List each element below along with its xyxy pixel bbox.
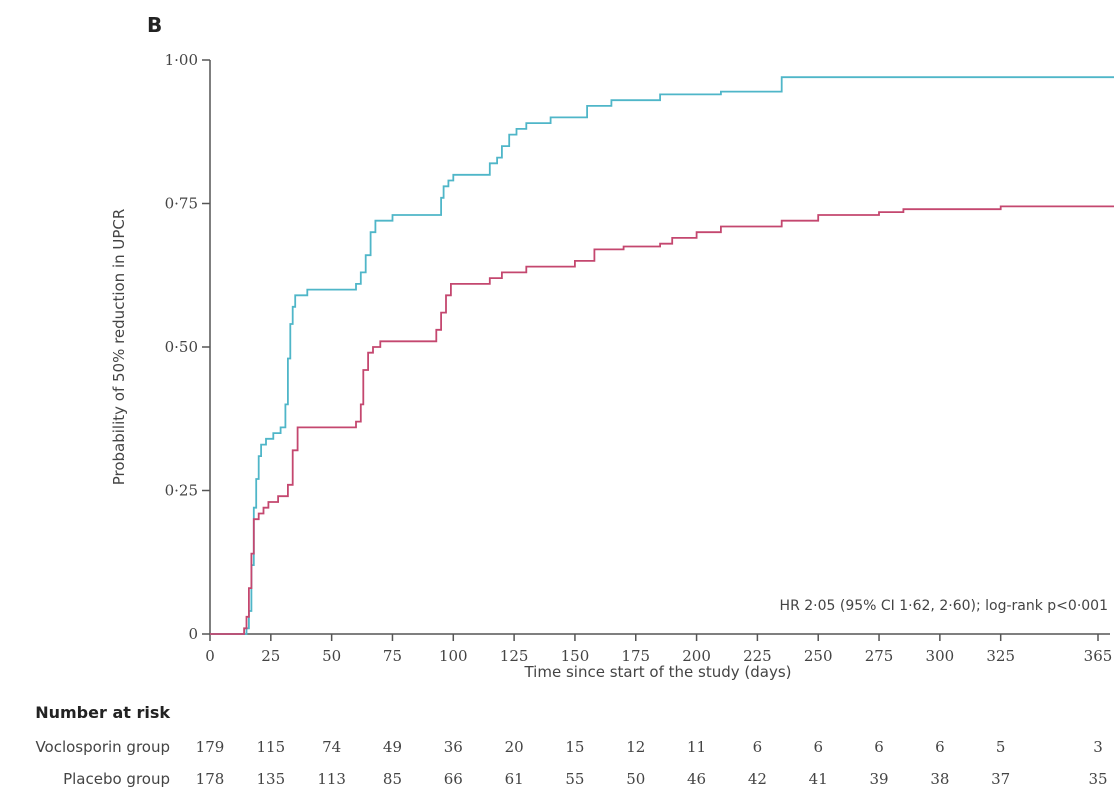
x-tick-label: 75 bbox=[383, 647, 402, 665]
y-tick-label: 0 bbox=[188, 625, 198, 643]
risk-count: 15 bbox=[565, 738, 584, 756]
risk-count: 36 bbox=[444, 738, 463, 756]
panel-label: B bbox=[147, 13, 162, 37]
risk-count: 49 bbox=[383, 738, 402, 756]
risk-count: 46 bbox=[687, 770, 706, 788]
x-tick-label: 50 bbox=[322, 647, 341, 665]
risk-count: 178 bbox=[196, 770, 225, 788]
risk-count: 66 bbox=[444, 770, 463, 788]
risk-count: 6 bbox=[813, 738, 823, 756]
x-tick-label: 200 bbox=[682, 647, 711, 665]
risk-count: 135 bbox=[257, 770, 286, 788]
y-tick-label: 0·75 bbox=[165, 195, 198, 213]
axes bbox=[209, 60, 1110, 635]
risk-count: 55 bbox=[565, 770, 584, 788]
risk-count: 5 bbox=[996, 738, 1006, 756]
y-tick-label: 0·50 bbox=[165, 338, 198, 356]
x-axis-title: Time since start of the study (days) bbox=[523, 663, 791, 681]
risk-count: 74 bbox=[322, 738, 341, 756]
risk-count: 11 bbox=[687, 738, 706, 756]
x-tick-label: 125 bbox=[500, 647, 529, 665]
y-tick-label: 1·00 bbox=[165, 51, 198, 69]
risk-count: 3 bbox=[1093, 738, 1103, 756]
risk-group-label: Voclosporin group bbox=[35, 738, 170, 756]
series-line-1 bbox=[210, 205, 1114, 635]
risk-count: 6 bbox=[753, 738, 763, 756]
series-line-0 bbox=[210, 76, 1114, 635]
risk-count: 35 bbox=[1088, 770, 1107, 788]
risk-count: 61 bbox=[505, 770, 524, 788]
series-layer bbox=[210, 76, 1114, 635]
risk-count: 85 bbox=[383, 770, 402, 788]
y-ticks: 0 0·25 0·50 0·75 1·00 bbox=[165, 51, 210, 643]
x-tick-label: 225 bbox=[743, 647, 772, 665]
risk-count: 42 bbox=[748, 770, 767, 788]
hazard-ratio-annotation: HR 2·05 (95% CI 1·62, 2·60); log-rank p<… bbox=[780, 598, 1108, 614]
risk-table: Voclosporin group 179 115 74 49 36 20 15 12 11 6 6 6… bbox=[35, 738, 1107, 788]
y-tick-label: 0·25 bbox=[165, 482, 198, 500]
risk-count: 12 bbox=[626, 738, 645, 756]
x-tick-label: 300 bbox=[926, 647, 955, 665]
risk-count: 20 bbox=[505, 738, 524, 756]
risk-count: 6 bbox=[874, 738, 884, 756]
x-tick-label: 175 bbox=[621, 647, 650, 665]
x-tick-label: 250 bbox=[804, 647, 833, 665]
risk-count: 115 bbox=[257, 738, 286, 756]
x-tick-label: 275 bbox=[865, 647, 894, 665]
x-tick-label: 25 bbox=[261, 647, 280, 665]
risk-group-label: Placebo group bbox=[63, 770, 170, 788]
x-tick-label: 100 bbox=[439, 647, 468, 665]
x-tick-label: 150 bbox=[561, 647, 590, 665]
x-tick-label: 365 bbox=[1084, 647, 1113, 665]
x-ticks: 0 25 50 75 100 125 150 175 200 225 250 275 300 325 365 bbox=[205, 634, 1112, 665]
x-tick-label: 325 bbox=[986, 647, 1015, 665]
risk-count: 37 bbox=[991, 770, 1010, 788]
risk-count: 38 bbox=[930, 770, 949, 788]
x-tick-label: 0 bbox=[205, 647, 215, 665]
risk-count: 39 bbox=[869, 770, 888, 788]
risk-count: 113 bbox=[317, 770, 346, 788]
risk-count: 41 bbox=[809, 770, 828, 788]
risk-count: 179 bbox=[196, 738, 225, 756]
risk-count: 6 bbox=[935, 738, 945, 756]
y-axis-title: Probability of 50% reduction in UPCR bbox=[110, 209, 128, 486]
risk-table-title: Number at risk bbox=[35, 703, 170, 722]
risk-count: 50 bbox=[626, 770, 645, 788]
